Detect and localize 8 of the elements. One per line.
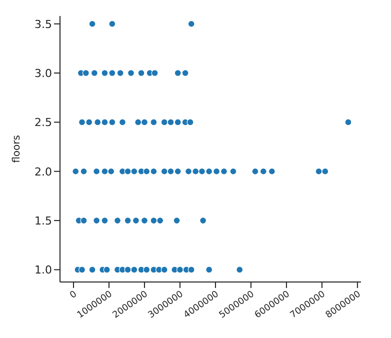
y-tick-label: 3.0 (34, 66, 52, 80)
y-tick-label: 2.5 (34, 116, 52, 130)
y-tick-label: 1.5 (34, 214, 52, 228)
y-tick-label: 1.0 (34, 264, 52, 277)
y-tick-label: 3.5 (34, 18, 52, 31)
x-tick-label: 0 (68, 289, 80, 301)
y-tick-label: 2.0 (34, 165, 52, 178)
y-axis-title: floors (12, 135, 23, 163)
